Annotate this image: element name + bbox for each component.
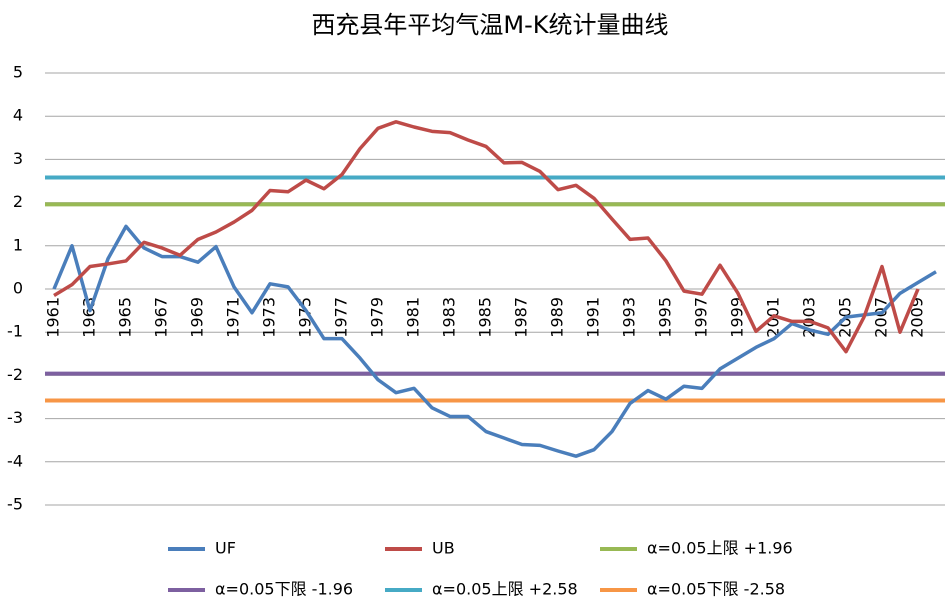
y-tick-label: 5 xyxy=(13,63,23,82)
x-tick-label: 2007 xyxy=(872,297,891,338)
x-tick-label: 1985 xyxy=(476,297,495,338)
legend-label: α=0.05下限 -1.96 xyxy=(215,580,353,599)
x-tick-label: 1961 xyxy=(44,297,63,338)
x-tick-label: 1967 xyxy=(152,297,171,338)
x-tick-label: 1971 xyxy=(224,297,243,338)
legend-label: α=0.05下限 -2.58 xyxy=(647,580,785,599)
y-tick-label: -5 xyxy=(7,495,23,514)
x-tick-label: 1975 xyxy=(296,297,315,338)
legend-label: α=0.05上限 +2.58 xyxy=(432,580,578,599)
y-tick-label: 3 xyxy=(13,149,23,168)
x-tick-label: 1991 xyxy=(584,297,603,338)
y-tick-label: 0 xyxy=(13,279,23,298)
x-tick-label: 1963 xyxy=(80,297,99,338)
x-tick-label: 1993 xyxy=(620,297,639,338)
legend-label: α=0.05上限 +1.96 xyxy=(647,539,793,558)
x-tick-label: 1987 xyxy=(512,297,531,338)
legend-label: UF xyxy=(215,539,236,558)
x-tick-label: 1997 xyxy=(692,297,711,338)
y-tick-label: 2 xyxy=(13,192,23,211)
y-tick-label: -3 xyxy=(7,408,23,427)
x-tick-label: 1999 xyxy=(728,297,747,338)
y-tick-label: 4 xyxy=(13,106,23,125)
x-tick-label: 1983 xyxy=(440,297,459,338)
y-tick-label: -1 xyxy=(7,322,23,341)
x-tick-label: 1995 xyxy=(656,297,675,338)
chart-title: 西充县年平均气温M-K统计量曲线 xyxy=(311,11,668,39)
y-tick-label: 1 xyxy=(13,235,23,254)
data-line xyxy=(53,120,920,354)
x-tick-label: 1973 xyxy=(260,297,279,338)
x-tick-label: 1979 xyxy=(368,297,387,338)
x-tick-label: 1969 xyxy=(188,297,207,338)
x-tick-label: 1989 xyxy=(548,297,567,338)
y-tick-label: -4 xyxy=(7,451,23,470)
x-tick-label: 1965 xyxy=(116,297,135,338)
y-tick-label: -2 xyxy=(7,365,23,384)
x-tick-label: 1977 xyxy=(332,297,351,338)
data-line xyxy=(52,224,937,458)
x-tick-label: 1981 xyxy=(404,297,423,338)
legend-label: UB xyxy=(432,539,455,558)
